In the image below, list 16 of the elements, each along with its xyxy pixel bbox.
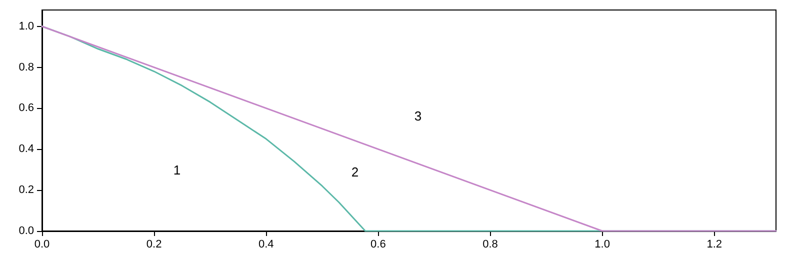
annotation: 3	[414, 108, 422, 124]
y-tick-label: 0.6	[18, 102, 34, 114]
x-tick-label: 0.8	[482, 238, 498, 250]
y-tick-label: 0.4	[18, 143, 34, 156]
y-tick-label: 1.0	[18, 20, 34, 32]
annotation: 1	[173, 162, 181, 178]
annotation: 2	[351, 164, 359, 180]
x-tick-label: 1.0	[594, 238, 610, 250]
x-tick-label: 0.4	[258, 238, 274, 250]
y-tick-label: 0.0	[18, 225, 34, 237]
x-tick-label: 0.0	[34, 238, 50, 250]
y-tick-label: 0.8	[18, 61, 34, 74]
x-tick-label: 0.2	[146, 238, 162, 250]
x-tick-label: 1.2	[706, 238, 722, 250]
y-tick-label: 0.2	[18, 184, 34, 196]
x-tick-label: 0.6	[370, 238, 386, 250]
